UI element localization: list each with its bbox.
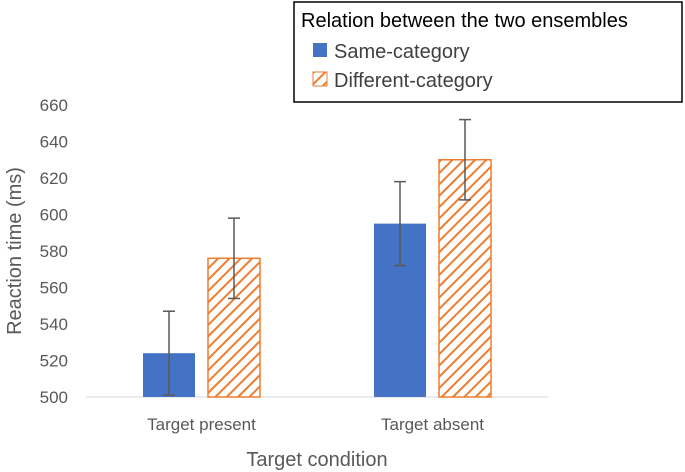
- y-axis-title: Reaction time (ms): [4, 167, 26, 335]
- legend-label-different-category: Different-category: [334, 70, 493, 92]
- legend: Relation between the two ensembles Same-…: [293, 1, 683, 103]
- y-tick-label: 500: [40, 388, 68, 407]
- y-tick-label: 540: [40, 315, 68, 334]
- error-bar-same-category: [394, 180, 406, 267]
- x-tick-label: Target absent: [381, 415, 484, 434]
- legend-title: Relation between the two ensembles: [301, 10, 628, 32]
- y-tick-label: 620: [40, 169, 68, 188]
- legend-box: [293, 1, 683, 103]
- y-tick-label: 520: [40, 352, 68, 371]
- y-tick-label: 560: [40, 279, 68, 298]
- y-tick-label: 660: [40, 96, 68, 115]
- bars: [143, 159, 492, 398]
- y-axis-tick-labels: 500 520 540 560 580 600 620 640 660: [40, 96, 68, 407]
- legend-swatch-different-category: [312, 71, 328, 87]
- x-axis-title: Target condition: [246, 449, 387, 471]
- error-bars: [163, 118, 471, 396]
- legend-label-same-category: Same-category: [334, 41, 470, 63]
- y-tick-label: 580: [40, 242, 68, 261]
- y-tick-label: 600: [40, 206, 68, 225]
- legend-swatch-same-category: [313, 43, 327, 57]
- y-tick-label: 640: [40, 133, 68, 152]
- error-bar-different-category: [228, 217, 240, 300]
- x-axis-tick-labels: Target present Target absent: [147, 415, 484, 434]
- error-bar-different-category: [459, 118, 471, 201]
- error-bar-same-category: [163, 310, 175, 396]
- x-tick-label: Target present: [147, 415, 256, 434]
